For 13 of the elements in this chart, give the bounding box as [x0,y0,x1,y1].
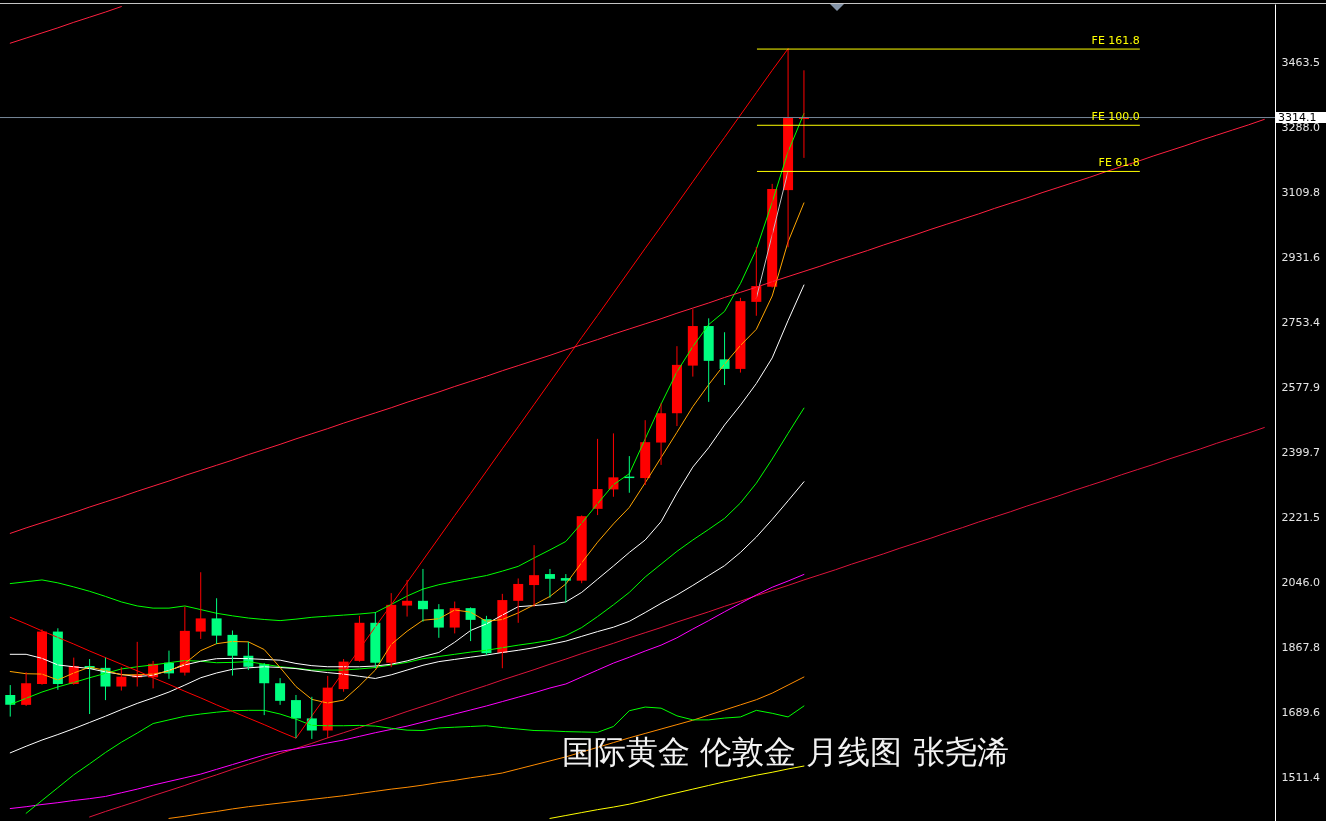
y-tick-label: 2931.6 [1281,251,1320,265]
y-tick-label: 1689.6 [1281,706,1320,720]
y-tick-label: 2046.0 [1281,575,1320,589]
y-tick-label: 2221.5 [1281,511,1320,525]
y-tick-label: 2577.9 [1281,380,1320,394]
ref-line-label: FE 61.8 [1098,156,1140,170]
y-tick-label: 3109.8 [1281,185,1320,199]
y-tick-label: 3463.5 [1281,56,1320,70]
ref-line-label: FE 161.8 [1091,34,1140,48]
y-tick-label: 1867.8 [1281,640,1320,654]
y-tick-label: 2399.7 [1281,446,1320,460]
y-tick-label: 2753.4 [1281,316,1320,330]
y-tick-label: 1511.4 [1281,771,1320,785]
